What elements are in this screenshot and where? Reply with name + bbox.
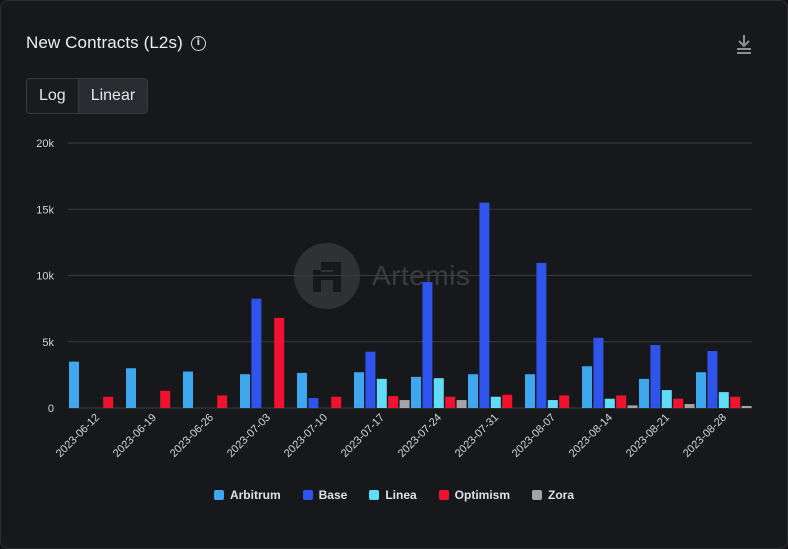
- legend-item-optimism[interactable]: Optimism: [438, 488, 511, 502]
- legend-swatch: [302, 490, 313, 500]
- x-tick-label: 2023-08-07: [510, 412, 558, 460]
- legend-item-arbitrum[interactable]: Arbitrum: [213, 488, 281, 502]
- y-tick-label: 15k: [36, 204, 54, 216]
- x-tick-label: 2023-07-24: [396, 412, 444, 460]
- bar-linea[interactable]: [718, 392, 729, 408]
- x-tick-label: 2023-07-31: [453, 412, 501, 460]
- info-icon[interactable]: i: [190, 35, 206, 51]
- bar-arbitrum[interactable]: [297, 372, 307, 408]
- bar-optimism[interactable]: [217, 395, 228, 408]
- bar-arbitrum[interactable]: [126, 368, 136, 408]
- y-tick-label: 10k: [36, 271, 54, 283]
- bar-arbitrum[interactable]: [525, 374, 535, 408]
- legend-item-linea[interactable]: Linea: [369, 488, 417, 502]
- scale-log-button[interactable]: Log: [27, 79, 78, 113]
- bar-optimism[interactable]: [103, 396, 114, 408]
- bar-base[interactable]: [251, 298, 262, 408]
- chart-header: New Contracts (L2s) i: [26, 33, 206, 53]
- grid-lines: [68, 142, 752, 409]
- bar-arbitrum[interactable]: [240, 374, 250, 408]
- bar-arbitrum[interactable]: [183, 371, 193, 408]
- bar-arbitrum[interactable]: [354, 372, 364, 408]
- scale-linear-button[interactable]: Linear: [77, 79, 148, 113]
- bar-arbitrum[interactable]: [411, 376, 421, 408]
- bar-optimism[interactable]: [331, 396, 342, 408]
- bar-arbitrum[interactable]: [468, 374, 478, 408]
- legend-label: Zora: [548, 488, 575, 502]
- bar-arbitrum[interactable]: [582, 366, 592, 408]
- bar-zora[interactable]: [684, 404, 695, 408]
- bar-arbitrum[interactable]: [69, 361, 79, 408]
- bar-base[interactable]: [707, 351, 718, 408]
- bar-base[interactable]: [365, 351, 376, 408]
- bar-optimism[interactable]: [160, 390, 171, 408]
- bar-zora[interactable]: [741, 406, 752, 408]
- bar-arbitrum[interactable]: [639, 378, 649, 408]
- legend-item-zora[interactable]: Zora: [532, 488, 574, 502]
- legend-swatch: [369, 490, 380, 500]
- legend-swatch: [438, 490, 449, 500]
- x-tick-label: 2023-07-17: [339, 412, 387, 460]
- x-tick-label: 2023-07-10: [282, 412, 330, 460]
- legend-label: Optimism: [454, 488, 511, 502]
- x-tick-label: 2023-06-12: [54, 412, 102, 460]
- bar-optimism[interactable]: [673, 398, 684, 408]
- legend-item-base[interactable]: Base: [302, 488, 348, 502]
- bar-base[interactable]: [593, 337, 604, 408]
- legend-label: Arbitrum: [229, 488, 281, 502]
- scale-toggle: Log Linear: [26, 78, 149, 114]
- bars: [69, 202, 752, 408]
- bar-optimism[interactable]: [616, 395, 627, 408]
- x-tick-label: 2023-08-28: [681, 412, 729, 460]
- y-tick-label: 5k: [42, 337, 54, 349]
- bar-optimism[interactable]: [274, 317, 285, 408]
- x-axis-ticks: 2023-06-12 2023-06-19 2023-06-26 2023-07-03…: [54, 412, 729, 460]
- x-tick-label: 2023-08-21: [624, 412, 672, 460]
- bar-base[interactable]: [308, 398, 319, 408]
- bar-optimism[interactable]: [559, 395, 570, 408]
- bar-arbitrum[interactable]: [696, 372, 706, 408]
- bar-base[interactable]: [422, 282, 433, 408]
- bar-linea[interactable]: [433, 378, 444, 408]
- bar-linea[interactable]: [604, 398, 615, 408]
- legend-label: Linea: [385, 488, 417, 502]
- bar-optimism[interactable]: [445, 396, 456, 408]
- y-tick-label: 0: [48, 403, 54, 415]
- x-tick-label: 2023-08-14: [567, 412, 615, 460]
- bar-zora[interactable]: [627, 405, 638, 408]
- bar-optimism[interactable]: [502, 394, 513, 408]
- bar-linea[interactable]: [490, 396, 501, 408]
- bar-base[interactable]: [536, 262, 547, 408]
- bar-linea[interactable]: [661, 390, 672, 408]
- bar-zora[interactable]: [456, 400, 467, 408]
- y-tick-label: 20k: [36, 138, 54, 150]
- bar-linea[interactable]: [376, 378, 387, 408]
- bar-linea[interactable]: [547, 400, 558, 408]
- x-tick-label: 2023-06-26: [168, 412, 216, 460]
- bar-zora[interactable]: [399, 400, 410, 408]
- legend-swatch: [213, 490, 224, 500]
- chart-title: New Contracts (L2s): [26, 33, 183, 52]
- x-tick-label: 2023-06-19: [111, 412, 159, 460]
- legend-swatch: [532, 490, 543, 500]
- y-axis-ticks: 0 5k 10k 15k 20k: [36, 138, 54, 415]
- bar-optimism[interactable]: [388, 396, 399, 408]
- download-icon[interactable]: [735, 33, 753, 55]
- legend-label: Base: [318, 488, 348, 502]
- bar-base[interactable]: [650, 345, 661, 408]
- legend: Arbitrum Base Linea Optimism Zora: [0, 488, 788, 502]
- x-tick-label: 2023-07-03: [225, 412, 273, 460]
- bar-optimism[interactable]: [730, 396, 741, 408]
- bar-base[interactable]: [479, 202, 490, 408]
